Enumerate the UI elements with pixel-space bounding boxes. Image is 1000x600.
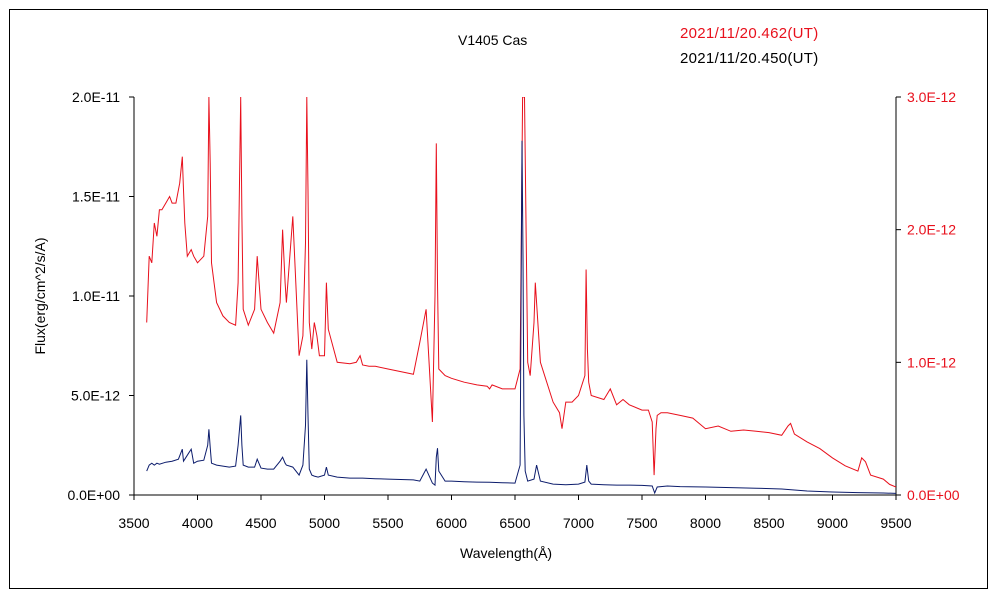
y-right-tick-label: 3.0E-12 — [907, 89, 956, 105]
y-right-tick-label: 2.0E-12 — [907, 222, 956, 238]
legend-entry-red-series: 2021/11/20.462(UT) — [680, 25, 819, 42]
legend-entry-blue-series: 2021/11/20.450(UT) — [680, 50, 819, 67]
chart-frame — [9, 9, 988, 589]
y-left-tick-label: 1.5E-11 — [72, 189, 120, 205]
y-left-tick-label: 1.0E-11 — [72, 288, 120, 304]
x-tick-label: 8500 — [753, 515, 784, 531]
series-line-blue — [146, 140, 896, 495]
x-tick-label: 6500 — [499, 515, 530, 531]
x-tick-label: 5000 — [309, 515, 340, 531]
y-left-tick-label: 0.0E+00 — [67, 487, 120, 503]
x-tick-label: 9500 — [880, 515, 911, 531]
y-left-tick-label: 5.0E-12 — [71, 388, 120, 404]
chart-title: V1405 Cas — [458, 32, 528, 48]
x-tick-label: 6000 — [436, 515, 467, 531]
x-tick-label: 5500 — [372, 515, 403, 531]
x-tick-label: 4500 — [245, 515, 276, 531]
x-tick-label: 7000 — [563, 515, 594, 531]
y-right-tick-label: 0.0E+00 — [907, 487, 960, 503]
x-tick-label: 4000 — [182, 515, 213, 531]
x-tick-label: 7500 — [626, 515, 657, 531]
y-left-tick-label: 2.0E-11 — [72, 89, 120, 105]
y-right-tick-label: 1.0E-12 — [907, 354, 956, 370]
x-tick-label: 3500 — [118, 515, 149, 531]
x-tick-label: 9000 — [817, 515, 848, 531]
x-tick-label: 8000 — [690, 515, 721, 531]
series-line-red — [146, 97, 896, 488]
x-axis-label: Wavelength(Å) — [460, 545, 553, 561]
